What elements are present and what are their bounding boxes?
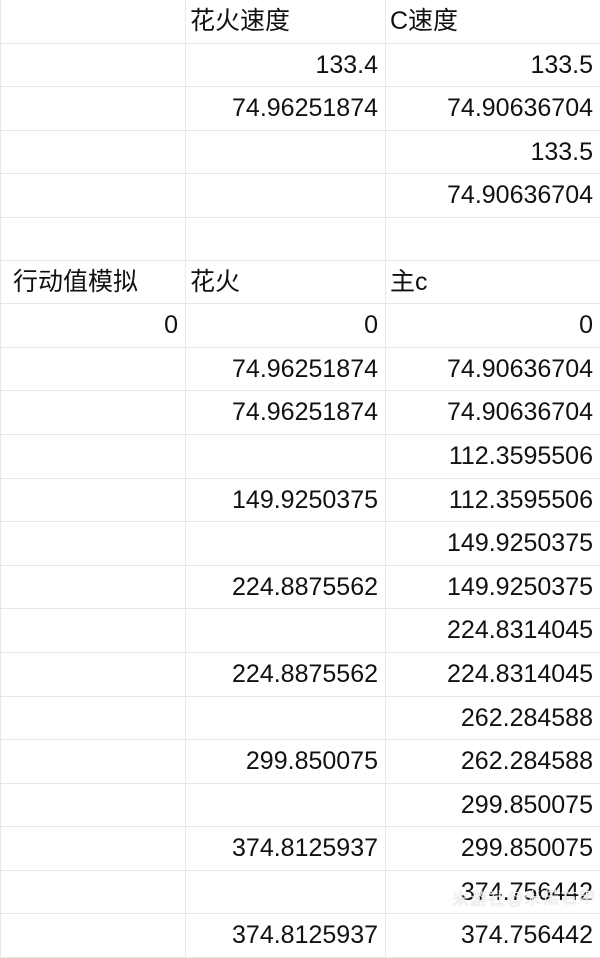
- data-cell[interactable]: 149.9250375: [386, 565, 600, 609]
- data-cell[interactable]: 299.850075: [386, 827, 600, 871]
- table-row[interactable]: 112.3595506: [1, 434, 600, 478]
- data-cell[interactable]: 74.90636704: [386, 87, 600, 131]
- header-row-action-sim[interactable]: 行动值模拟花火主c: [1, 260, 600, 304]
- data-cell[interactable]: 262.284588: [386, 740, 600, 784]
- data-cell[interactable]: 74.90636704: [386, 174, 600, 218]
- data-cell[interactable]: [1, 130, 186, 174]
- data-cell[interactable]: 0: [1, 304, 186, 348]
- data-cell[interactable]: [186, 434, 386, 478]
- data-cell[interactable]: 374.8125937: [186, 914, 386, 958]
- table-row[interactable]: 224.8314045: [1, 609, 600, 653]
- data-cell[interactable]: 0: [186, 304, 386, 348]
- data-cell[interactable]: 149.9250375: [186, 478, 386, 522]
- data-cell[interactable]: [1, 827, 186, 871]
- data-cell[interactable]: [1, 914, 186, 958]
- data-cell[interactable]: [186, 870, 386, 914]
- table-row[interactable]: 299.850075: [1, 783, 600, 827]
- data-cell[interactable]: [1, 87, 186, 131]
- data-cell[interactable]: 224.8314045: [386, 652, 600, 696]
- data-cell[interactable]: [1, 783, 186, 827]
- data-cell[interactable]: [1, 522, 186, 566]
- data-cell[interactable]: 74.96251874: [186, 391, 386, 435]
- data-cell[interactable]: [1, 696, 186, 740]
- data-cell[interactable]: 74.90636704: [386, 391, 600, 435]
- data-cell[interactable]: [1, 391, 186, 435]
- data-cell[interactable]: [1, 217, 186, 260]
- table-row[interactable]: 149.9250375: [1, 522, 600, 566]
- data-cell[interactable]: 112.3595506: [386, 478, 600, 522]
- column-header-cell[interactable]: [1, 0, 186, 43]
- data-cell[interactable]: [186, 783, 386, 827]
- data-cell[interactable]: 374.8125937: [186, 827, 386, 871]
- data-cell[interactable]: 374.756442: [386, 870, 600, 914]
- data-cell[interactable]: [186, 130, 386, 174]
- data-cell[interactable]: [1, 870, 186, 914]
- data-cell[interactable]: 112.3595506: [386, 434, 600, 478]
- column-header-cell[interactable]: 行动值模拟: [1, 260, 186, 304]
- column-header-cell[interactable]: 主c: [386, 260, 600, 304]
- table-row[interactable]: 262.284588: [1, 696, 600, 740]
- data-cell[interactable]: [1, 565, 186, 609]
- data-cell[interactable]: 149.9250375: [386, 522, 600, 566]
- data-cell[interactable]: 0: [386, 304, 600, 348]
- data-cell[interactable]: [1, 347, 186, 391]
- data-cell[interactable]: 74.90636704: [386, 347, 600, 391]
- data-cell[interactable]: [186, 609, 386, 653]
- data-cell[interactable]: 133.4: [186, 43, 386, 87]
- column-header-cell[interactable]: 花火速度: [186, 0, 386, 43]
- data-cell[interactable]: 374.756442: [386, 914, 600, 958]
- data-cell[interactable]: [1, 174, 186, 218]
- data-cell[interactable]: 133.5: [386, 130, 600, 174]
- data-cell[interactable]: 224.8314045: [386, 609, 600, 653]
- column-header-cell[interactable]: C速度: [386, 0, 600, 43]
- data-cell[interactable]: [1, 434, 186, 478]
- data-cell[interactable]: [386, 217, 600, 260]
- data-cell[interactable]: 133.5: [386, 43, 600, 87]
- data-cell[interactable]: [186, 217, 386, 260]
- data-cell[interactable]: [186, 522, 386, 566]
- data-cell[interactable]: 299.850075: [186, 740, 386, 784]
- data-cell[interactable]: 262.284588: [386, 696, 600, 740]
- data-cell[interactable]: [1, 43, 186, 87]
- column-header-cell[interactable]: 花火: [186, 260, 386, 304]
- data-cell[interactable]: [186, 696, 386, 740]
- data-cell[interactable]: 74.96251874: [186, 347, 386, 391]
- data-cell[interactable]: 74.96251874: [186, 87, 386, 131]
- data-cell[interactable]: [1, 652, 186, 696]
- data-cell[interactable]: [1, 740, 186, 784]
- data-cell[interactable]: [186, 174, 386, 218]
- table-row[interactable]: [1, 217, 600, 260]
- data-cell[interactable]: [1, 609, 186, 653]
- table-row[interactable]: 133.5: [1, 130, 600, 174]
- table-row[interactable]: 74.90636704: [1, 174, 600, 218]
- data-cell[interactable]: 224.8875562: [186, 652, 386, 696]
- data-cell[interactable]: [1, 478, 186, 522]
- table-row[interactable]: 374.756442: [1, 870, 600, 914]
- data-cell[interactable]: 224.8875562: [186, 565, 386, 609]
- data-cell[interactable]: 299.850075: [386, 783, 600, 827]
